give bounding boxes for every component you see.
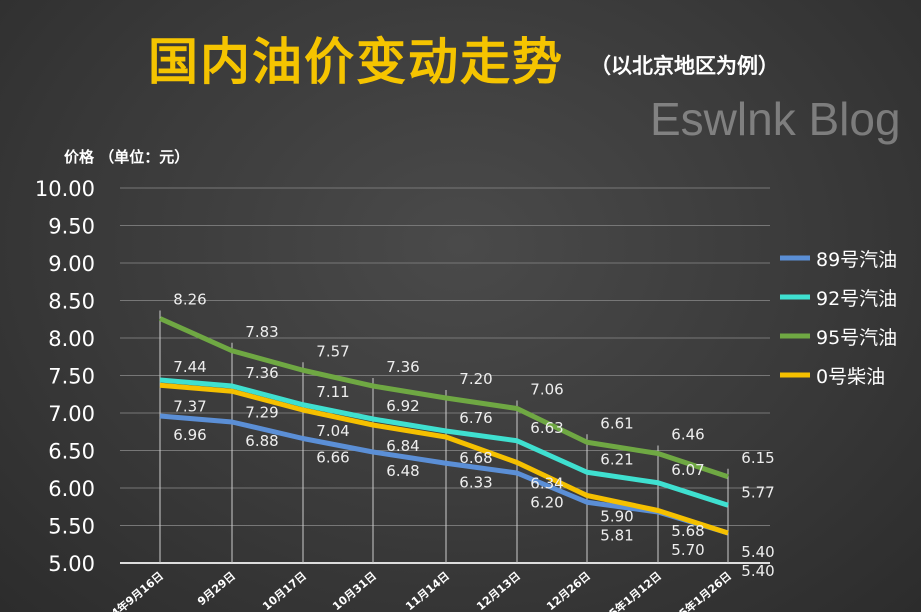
x-tick-label: 2014年9月16日 — [91, 569, 166, 612]
x-tick-label: 12月13日 — [474, 569, 523, 612]
data-label: 6.76 — [459, 409, 492, 427]
x-tick-label: 9月29日 — [195, 569, 238, 608]
data-label: 8.26 — [173, 291, 206, 309]
y-tick-label: 6.00 — [48, 477, 95, 501]
x-tick-label: 2015年1月26日 — [659, 569, 734, 612]
data-label: 6.07 — [671, 461, 704, 479]
data-label: 6.33 — [459, 473, 492, 491]
data-label: 6.88 — [245, 432, 278, 450]
x-tick-label: 10月31日 — [330, 569, 379, 612]
page-subtitle: （以北京地区为例） — [590, 54, 779, 78]
y-tick-label: 7.00 — [48, 402, 95, 426]
x-tick-label: 12月26日 — [544, 569, 593, 612]
y-tick-label: 7.50 — [48, 365, 95, 389]
data-label: 6.63 — [530, 419, 563, 437]
page-title: 国内油价变动走势 — [148, 33, 564, 91]
y-tick-label: 10.00 — [35, 177, 95, 201]
data-label: 5.40 — [741, 562, 774, 580]
data-label: 6.96 — [173, 426, 206, 444]
y-axis-title: 价格 （单位：元） — [64, 148, 190, 166]
x-tick-label: 2015年1月12日 — [589, 569, 664, 612]
data-label: 7.36 — [386, 358, 419, 376]
data-label: 6.20 — [530, 494, 563, 512]
y-tick-label: 8.00 — [48, 327, 95, 351]
y-tick-label: 9.00 — [48, 252, 95, 276]
data-label: 7.20 — [459, 370, 492, 388]
data-label: 6.84 — [386, 437, 419, 455]
data-label: 7.36 — [245, 364, 278, 382]
data-label: 6.21 — [600, 450, 633, 468]
series-line — [159, 377, 729, 508]
data-label: 7.83 — [245, 323, 278, 341]
data-label: 6.34 — [530, 475, 563, 493]
x-tick-label: 10月17日 — [260, 569, 309, 612]
data-label: 5.77 — [741, 483, 774, 501]
data-label: 6.66 — [316, 449, 349, 467]
data-label: 6.61 — [600, 414, 633, 432]
x-tick-label: 11月14日 — [403, 569, 452, 612]
series-line — [159, 382, 729, 536]
y-tick-label: 6.50 — [48, 440, 95, 464]
data-label: 7.04 — [316, 422, 349, 440]
y-tick-label: 5.50 — [48, 515, 95, 539]
data-label: 7.44 — [173, 358, 206, 376]
data-label: 5.70 — [671, 541, 704, 559]
data-label: 6.15 — [741, 449, 774, 467]
data-label: 6.46 — [671, 426, 704, 444]
data-label: 6.68 — [459, 449, 492, 467]
legend-label: 92号汽油 — [816, 288, 897, 310]
data-label: 7.57 — [316, 342, 349, 360]
data-label: 7.37 — [173, 397, 206, 415]
data-label: 7.29 — [245, 403, 278, 421]
series-line — [159, 413, 729, 536]
data-label: 7.06 — [530, 381, 563, 399]
data-label: 5.68 — [671, 522, 704, 540]
data-label: 5.81 — [600, 527, 633, 545]
y-tick-label: 9.50 — [48, 215, 95, 239]
y-tick-label: 5.00 — [48, 552, 95, 576]
data-label: 7.11 — [316, 383, 349, 401]
data-label: 6.48 — [386, 462, 419, 480]
series-line — [158, 316, 729, 480]
y-tick-label: 8.50 — [48, 290, 95, 314]
watermark: Eswlnk Blog — [650, 93, 901, 145]
legend-label: 0号柴油 — [816, 366, 885, 388]
legend-label: 89号汽油 — [816, 249, 897, 271]
data-label: 6.92 — [386, 397, 419, 415]
legend-label: 95号汽油 — [816, 327, 897, 349]
data-label: 5.40 — [741, 543, 774, 561]
data-label: 5.90 — [600, 508, 633, 526]
